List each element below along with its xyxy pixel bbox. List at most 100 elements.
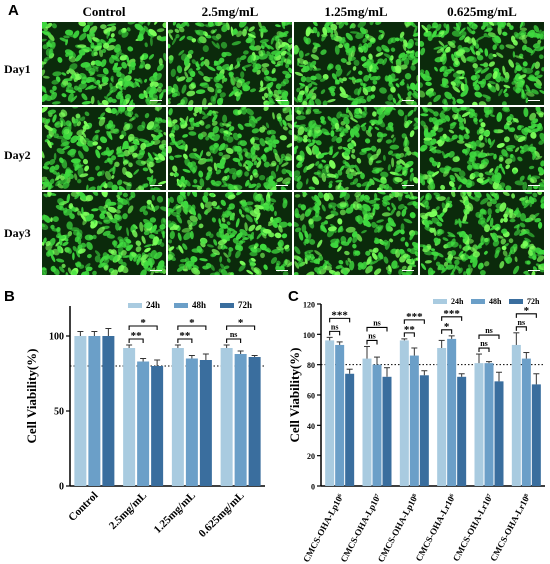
significance-label: *** bbox=[331, 309, 348, 321]
micrograph-day3-2 bbox=[168, 192, 292, 275]
significance-label: * bbox=[444, 321, 450, 333]
significance-label: * bbox=[140, 317, 146, 329]
bar-24h-3 bbox=[437, 348, 446, 486]
significance-label: ns bbox=[485, 326, 493, 335]
y-tick-label: 100 bbox=[49, 332, 64, 343]
legend-swatch-48h bbox=[174, 303, 188, 308]
scale-bar bbox=[276, 185, 288, 187]
legend-swatch-72h bbox=[509, 299, 523, 304]
bar-48h-2 bbox=[410, 356, 419, 486]
micrograph-day3-4 bbox=[420, 192, 544, 275]
significance-bracket bbox=[479, 348, 489, 352]
legend-label-72h: 72h bbox=[527, 297, 540, 306]
y-tick-label: 120 bbox=[303, 301, 315, 310]
micrograph-day1-1 bbox=[42, 22, 166, 105]
legend-label-48h: 48h bbox=[489, 297, 502, 306]
y-tick-label: 0 bbox=[59, 482, 64, 493]
y-tick-label: 20 bbox=[307, 452, 315, 461]
scale-bar bbox=[150, 270, 162, 272]
bar-72h-1 bbox=[151, 366, 163, 486]
bar-24h-0 bbox=[74, 336, 86, 486]
bar-48h-4 bbox=[485, 363, 494, 486]
micrograph-day1-2 bbox=[168, 22, 292, 105]
x-tick-label: CMCS-OHA-Lp10⁸ bbox=[376, 492, 421, 564]
bar-72h-5 bbox=[532, 384, 541, 486]
bar-24h-1 bbox=[123, 348, 135, 486]
scale-bar bbox=[276, 270, 288, 272]
significance-label: * bbox=[524, 305, 530, 317]
legend-swatch-48h bbox=[471, 299, 485, 304]
column-label-0-625: 0.625mg/mL bbox=[420, 4, 544, 20]
x-tick-label: Control bbox=[66, 490, 100, 524]
row-label-day1: Day1 bbox=[4, 62, 31, 77]
legend-swatch-24h bbox=[128, 303, 142, 308]
significance-label: * bbox=[238, 317, 244, 329]
x-tick-label: CMCS-OHA-Lr10⁷ bbox=[451, 492, 495, 563]
bar-48h-0 bbox=[335, 345, 344, 486]
micrograph-day1-4 bbox=[420, 22, 544, 105]
bar-72h-3 bbox=[249, 357, 261, 486]
bar-72h-2 bbox=[420, 375, 429, 486]
x-tick-label: CMCS-OHA-Lp10⁷ bbox=[338, 492, 383, 564]
significance-label: ns bbox=[518, 318, 526, 327]
significance-label: *** bbox=[443, 308, 460, 320]
bar-24h-0 bbox=[325, 340, 334, 486]
significance-bracket bbox=[227, 339, 241, 343]
y-tick-label: 80 bbox=[307, 361, 315, 370]
bar-72h-0 bbox=[345, 374, 354, 486]
significance-label: ns bbox=[373, 318, 381, 327]
bar-24h-2 bbox=[400, 340, 409, 486]
bar-48h-2 bbox=[186, 359, 198, 487]
scale-bar bbox=[150, 100, 162, 102]
scale-bar bbox=[402, 100, 414, 102]
legend-swatch-24h bbox=[433, 299, 447, 304]
micrograph-day2-1 bbox=[42, 107, 166, 190]
bar-72h-3 bbox=[457, 377, 466, 486]
bar-48h-3 bbox=[235, 354, 247, 486]
significance-label: ** bbox=[131, 330, 143, 342]
panel-c-chart: 020406080100120Cell Viability(%)CMCS-OHA… bbox=[285, 292, 550, 564]
scale-bar bbox=[150, 185, 162, 187]
legend-label-24h: 24h bbox=[146, 300, 160, 310]
x-tick-label: CMCS-OHA-Lr10⁶ bbox=[414, 492, 458, 563]
bar-24h-1 bbox=[363, 359, 372, 486]
significance-bracket bbox=[330, 331, 340, 335]
bar-24h-2 bbox=[172, 348, 184, 486]
column-label-1-25: 1.25mg/mL bbox=[294, 4, 418, 20]
bar-48h-3 bbox=[447, 339, 456, 486]
x-tick-label: CMCS-OHA-Lr10⁸ bbox=[488, 492, 532, 563]
y-tick-label: 60 bbox=[307, 392, 315, 401]
y-axis-label: Cell Viability(%) bbox=[24, 349, 39, 444]
scale-bar bbox=[276, 100, 288, 102]
bar-24h-3 bbox=[221, 348, 233, 486]
scale-bar bbox=[402, 185, 414, 187]
row-label-day3: Day3 bbox=[4, 226, 31, 241]
column-label-2-5: 2.5mg/mL bbox=[168, 4, 292, 20]
significance-label: ** bbox=[179, 330, 191, 342]
scale-bar bbox=[528, 270, 540, 272]
bar-72h-4 bbox=[495, 381, 504, 486]
bar-48h-1 bbox=[137, 362, 149, 487]
panel-a-letter: A bbox=[8, 2, 19, 19]
micrograph-day2-4 bbox=[420, 107, 544, 190]
significance-label: * bbox=[189, 317, 195, 329]
x-tick-label: CMCS-OHA-Lp10⁶ bbox=[301, 492, 346, 564]
y-tick-label: 50 bbox=[54, 407, 64, 418]
y-tick-label: 40 bbox=[307, 422, 315, 431]
scale-bar bbox=[528, 100, 540, 102]
column-label-control: Control bbox=[42, 4, 166, 20]
micrograph-day1-3 bbox=[294, 22, 418, 105]
bar-24h-4 bbox=[475, 363, 484, 486]
micrograph-day2-2 bbox=[168, 107, 292, 190]
bar-48h-0 bbox=[88, 336, 100, 486]
x-tick-label: 0.625mg/mL bbox=[197, 490, 247, 540]
significance-label: *** bbox=[406, 311, 423, 323]
legend-swatch-72h bbox=[220, 303, 234, 308]
significance-label: ns bbox=[331, 322, 339, 331]
bar-48h-5 bbox=[522, 359, 531, 486]
row-label-day2: Day2 bbox=[4, 148, 31, 163]
y-tick-label: 0 bbox=[311, 483, 315, 492]
significance-label: ns bbox=[368, 331, 376, 340]
bar-48h-1 bbox=[373, 365, 382, 486]
significance-label: ns bbox=[230, 330, 238, 339]
